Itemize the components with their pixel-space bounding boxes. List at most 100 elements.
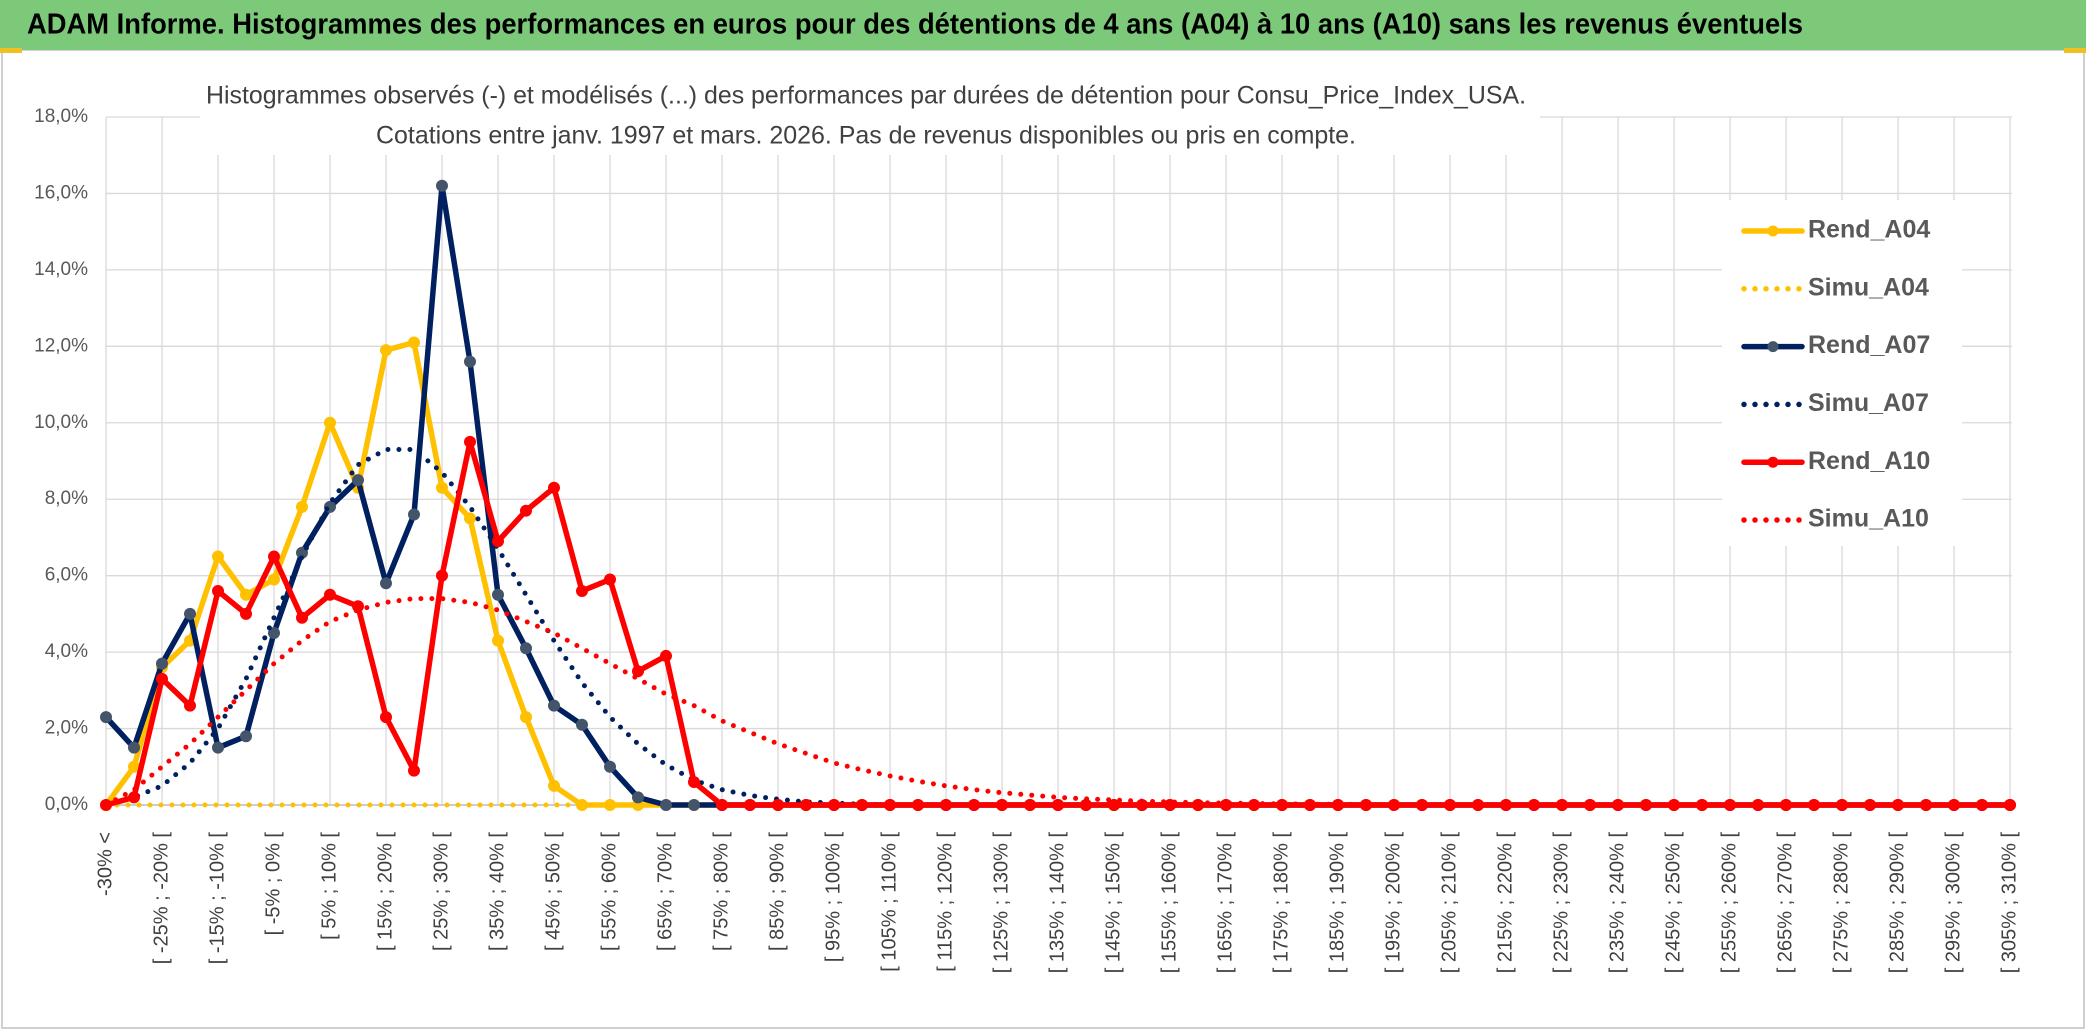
point [128, 791, 140, 804]
y-tick-label: 2,0% [45, 718, 88, 739]
y-tick-label: 0,0% [45, 794, 88, 815]
dotted-line [103, 596, 2013, 808]
point [996, 799, 1008, 811]
point [436, 179, 448, 192]
legend: Rend_A04 Simu_A04 Rend_A07 Simu_A07 Rend_A10… [1741, 216, 1930, 533]
x-tick-label: [ -5% ; 0% [ [262, 832, 284, 936]
x-tick-label: [ 35% ; 40% [ [486, 832, 508, 951]
point [352, 474, 364, 487]
x-tick-label: [ 45% ; 50% [ [542, 832, 564, 951]
x-tick-label: [ 15% ; 20% [ [374, 832, 396, 951]
point [688, 776, 700, 789]
y-tick-label: 4,0% [45, 641, 88, 662]
legend-marker [1767, 225, 1779, 237]
point [660, 649, 672, 662]
point [268, 550, 280, 563]
point [1584, 799, 1596, 811]
subtitle-background [200, 78, 1540, 155]
legend-marker [1767, 456, 1779, 468]
x-tick-label: [ 145% ; 150% [ [1102, 832, 1124, 974]
point [240, 607, 252, 620]
point [520, 711, 532, 724]
x-tick-label: [ 215% ; 220% [ [1494, 832, 1516, 974]
point [100, 711, 112, 724]
plot-area [100, 179, 2016, 811]
point [380, 711, 392, 724]
point [380, 344, 392, 357]
point [408, 336, 420, 349]
point [464, 355, 476, 368]
point [380, 577, 392, 590]
legend-label: Rend_A10 [1808, 447, 1930, 475]
point [464, 435, 476, 448]
legend-background [1722, 200, 1962, 546]
x-tick-label: [ 5% ; 10% [ [318, 832, 340, 940]
y-tick-label: 18,0% [34, 106, 88, 127]
x-tick-label: [ -15% ; -10% [ [206, 832, 228, 965]
corner [0, 48, 22, 53]
point [548, 481, 560, 494]
point [324, 416, 336, 429]
point [184, 699, 196, 712]
point [184, 607, 196, 620]
x-tick-label: [ 245% ; 250% [ [1662, 832, 1684, 974]
point [604, 760, 616, 773]
point [772, 799, 784, 811]
y-tick-label: 10,0% [34, 412, 88, 433]
chart-title: ADAM Informe. Histogrammes des performan… [27, 9, 1803, 41]
point [1052, 799, 1064, 811]
x-tick-label: [ 185% ; 190% [ [1326, 832, 1348, 974]
point [576, 718, 588, 731]
legend-label: Simu_A04 [1808, 273, 1929, 301]
x-tick-label: [ 55% ; 60% [ [598, 832, 620, 951]
y-tick-label: 6,0% [45, 565, 88, 586]
point [1892, 799, 1904, 811]
point [604, 573, 616, 586]
x-tick-label: [ 115% ; 120% [ [934, 832, 956, 972]
title-bar [0, 0, 2086, 50]
x-tick-label: [ 235% ; 240% [ [1606, 832, 1628, 974]
subtitle: Histogrammes observés (-) et modélisés (… [206, 82, 1526, 110]
legend-label: Simu_A10 [1808, 505, 1929, 533]
point [296, 500, 308, 513]
point [800, 799, 812, 811]
point [212, 584, 224, 597]
y-tick-label: 8,0% [45, 488, 88, 509]
point [268, 627, 280, 639]
x-tick-label: [ -25% ; -20% [ [150, 832, 172, 965]
point [716, 799, 728, 811]
x-tick-label: [ 105% ; 110% [ [878, 832, 900, 972]
point [240, 730, 252, 743]
point [212, 550, 224, 563]
point [492, 535, 504, 548]
point [2004, 799, 2016, 811]
corner [2064, 48, 2086, 53]
x-tick-label: [ 255% ; 260% [ [1718, 832, 1740, 974]
point [436, 481, 448, 494]
point [828, 799, 840, 811]
point [492, 588, 504, 601]
subtitle: Cotations entre janv. 1997 et mars. 2026… [376, 122, 1356, 150]
x-tick-label: [ 175% ; 180% [ [1270, 832, 1292, 974]
legend-label: Simu_A07 [1808, 389, 1929, 417]
point [520, 642, 532, 655]
x-tick-label: [ 85% ; 90% [ [766, 832, 788, 951]
point [912, 799, 924, 811]
x-tick-label: [ 165% ; 170% [ [1214, 832, 1236, 974]
x-tick-label: [ 205% ; 210% [ [1438, 832, 1460, 974]
point [632, 791, 644, 804]
x-tick-label: [ 275% ; 280% [ [1830, 832, 1852, 974]
point [156, 657, 168, 670]
y-tick-label: 12,0% [34, 335, 88, 356]
legend-label: Rend_A04 [1808, 216, 1930, 244]
x-tick-label: [ 95% ; 100% [ [822, 832, 844, 963]
point [940, 799, 952, 811]
x-tick-label: [ 155% ; 160% [ [1158, 832, 1180, 974]
point [408, 508, 420, 521]
point [688, 799, 700, 811]
y-tick-label: 16,0% [34, 182, 88, 203]
x-tick-label: [ 25% ; 30% [ [430, 832, 452, 951]
x-tick-label: [ 295% ; 300% [ [1942, 832, 1964, 974]
point [296, 611, 308, 624]
